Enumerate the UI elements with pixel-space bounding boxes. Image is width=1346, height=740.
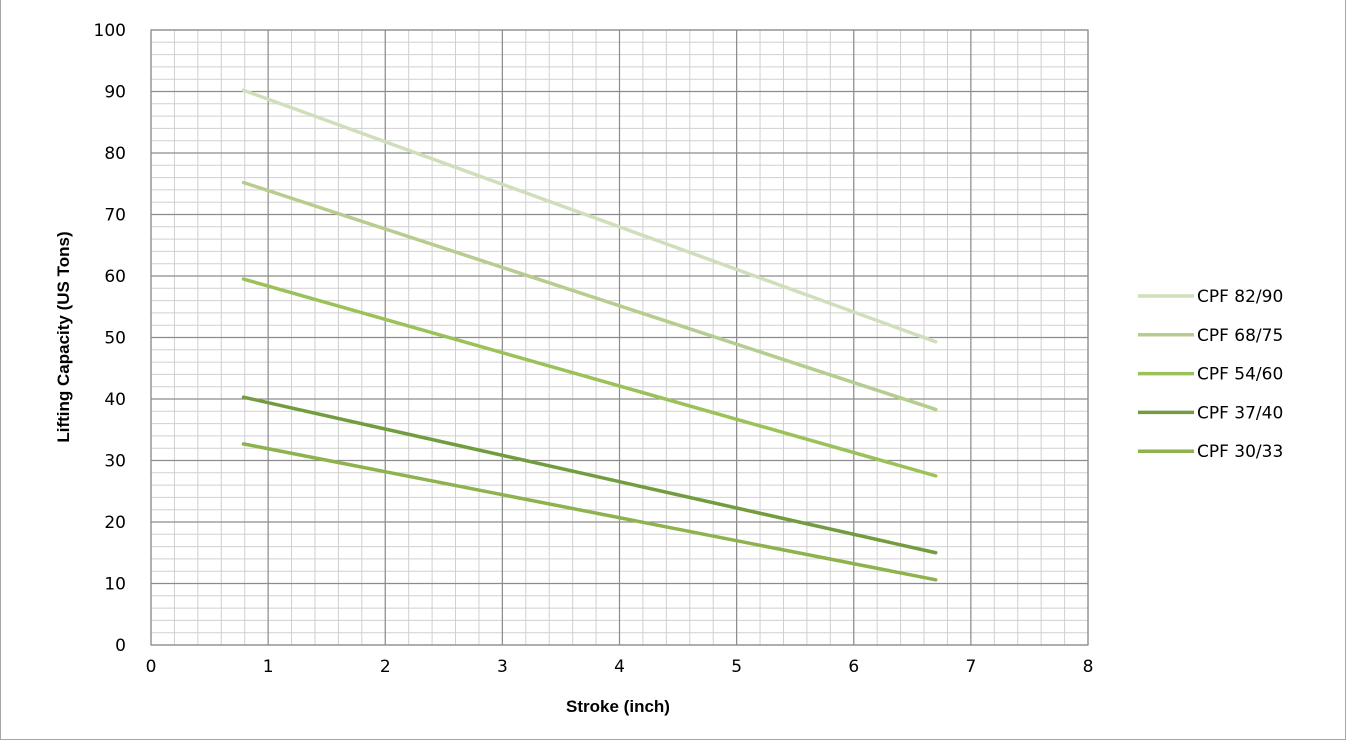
legend-label: CPF 68/75 [1197, 326, 1283, 346]
plot-area-border [150, 29, 1089, 646]
y-tick-label: 70 [104, 206, 126, 226]
legend-label: CPF 82/90 [1197, 287, 1283, 307]
legend-label: CPF 54/60 [1197, 365, 1283, 385]
y-tick-label: 30 [104, 452, 126, 472]
x-axis-tick-labels: 0 1 2 3 4 5 6 7 8 [146, 657, 1094, 677]
y-tick-label: 20 [104, 513, 126, 533]
series-line [241, 442, 938, 582]
legend-label: CPF 37/40 [1197, 403, 1283, 423]
y-tick-label: 0 [115, 636, 126, 656]
y-tick-label: 60 [104, 267, 126, 287]
y-tick-label: 40 [104, 390, 126, 410]
x-tick-label: 5 [731, 657, 742, 677]
series-line [241, 180, 938, 412]
y-axis-tick-labels: 0 10 20 30 40 50 60 70 80 90 100 [94, 21, 126, 656]
series-line [241, 88, 938, 344]
legend-label: CPF 30/33 [1197, 442, 1283, 462]
y-tick-label: 90 [104, 83, 126, 103]
series-line [241, 395, 938, 555]
plot-border [150, 29, 1089, 646]
x-tick-label: 2 [380, 657, 391, 677]
x-tick-label: 8 [1083, 657, 1094, 677]
x-tick-label: 7 [965, 657, 976, 677]
y-tick-label: 80 [104, 144, 126, 164]
y-tick-label: 10 [104, 575, 126, 595]
series-lines [241, 88, 938, 582]
y-axis-title: Lifting Capacity (US Tons) [54, 231, 73, 442]
x-tick-label: 4 [614, 657, 625, 677]
legend: CPF 82/90 CPF 68/75 CPF 54/60 CPF 37/40 CPF … [1138, 287, 1283, 462]
y-tick-label: 50 [104, 329, 126, 349]
x-tick-label: 3 [497, 657, 508, 677]
y-tick-label: 100 [94, 21, 126, 41]
x-axis-title: Stroke (inch) [566, 697, 670, 716]
x-tick-label: 6 [848, 657, 859, 677]
x-tick-label: 0 [146, 657, 157, 677]
series-line [241, 277, 938, 478]
x-tick-label: 1 [263, 657, 274, 677]
